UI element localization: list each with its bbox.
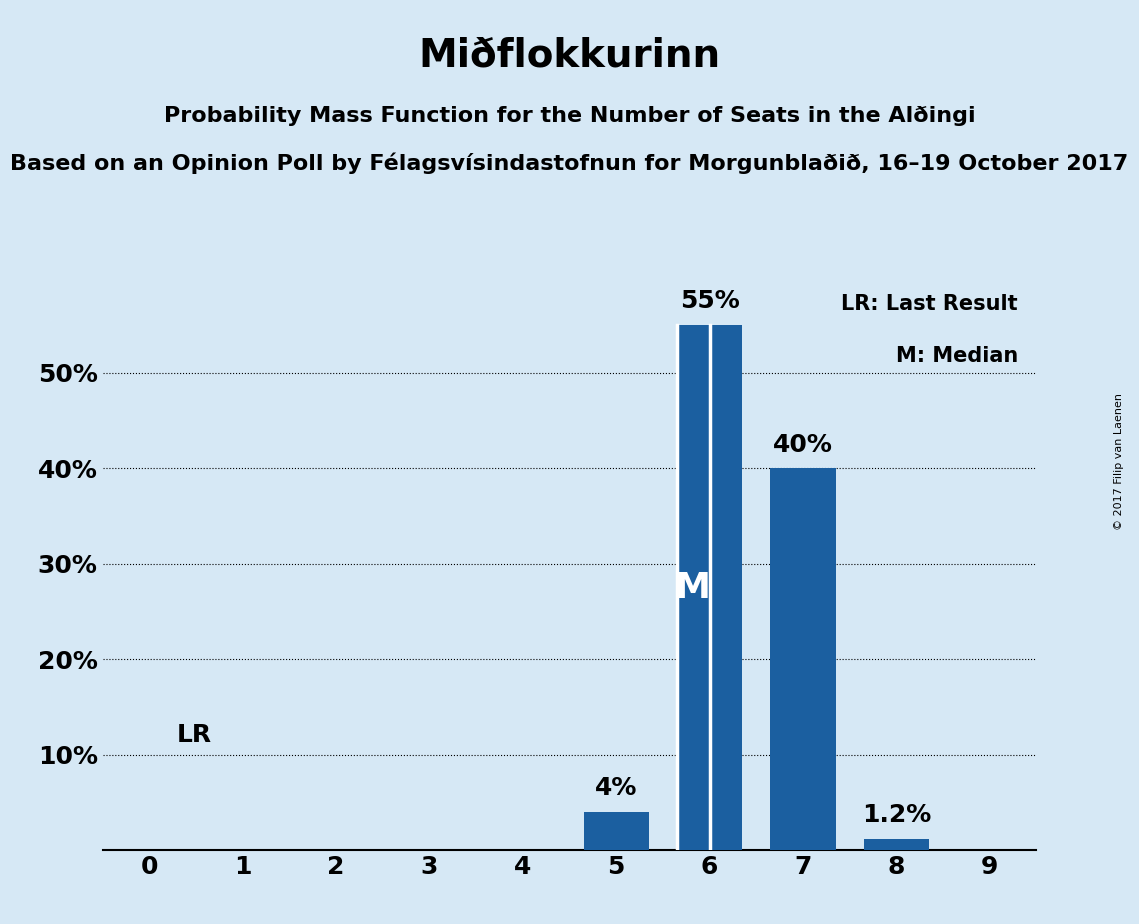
Text: 40%: 40% xyxy=(773,432,833,456)
Text: M: Median: M: Median xyxy=(895,346,1018,366)
Text: 1.2%: 1.2% xyxy=(862,803,931,827)
Text: Miðflokkurinn: Miðflokkurinn xyxy=(418,37,721,75)
Bar xyxy=(770,468,836,850)
Bar xyxy=(677,325,743,850)
Text: LR: Last Result: LR: Last Result xyxy=(842,295,1018,314)
Text: Probability Mass Function for the Number of Seats in the Alðingi: Probability Mass Function for the Number… xyxy=(164,106,975,127)
Text: 55%: 55% xyxy=(680,289,739,313)
Text: © 2017 Filip van Laenen: © 2017 Filip van Laenen xyxy=(1114,394,1124,530)
Bar xyxy=(863,839,929,850)
Text: M: M xyxy=(674,570,711,604)
Bar xyxy=(583,812,649,850)
Text: LR: LR xyxy=(178,723,212,747)
Text: 4%: 4% xyxy=(595,776,638,800)
Text: Based on an Opinion Poll by Félagsvísindastofnun for Morgunblaðið, 16–19 October: Based on an Opinion Poll by Félagsvísind… xyxy=(10,152,1129,174)
